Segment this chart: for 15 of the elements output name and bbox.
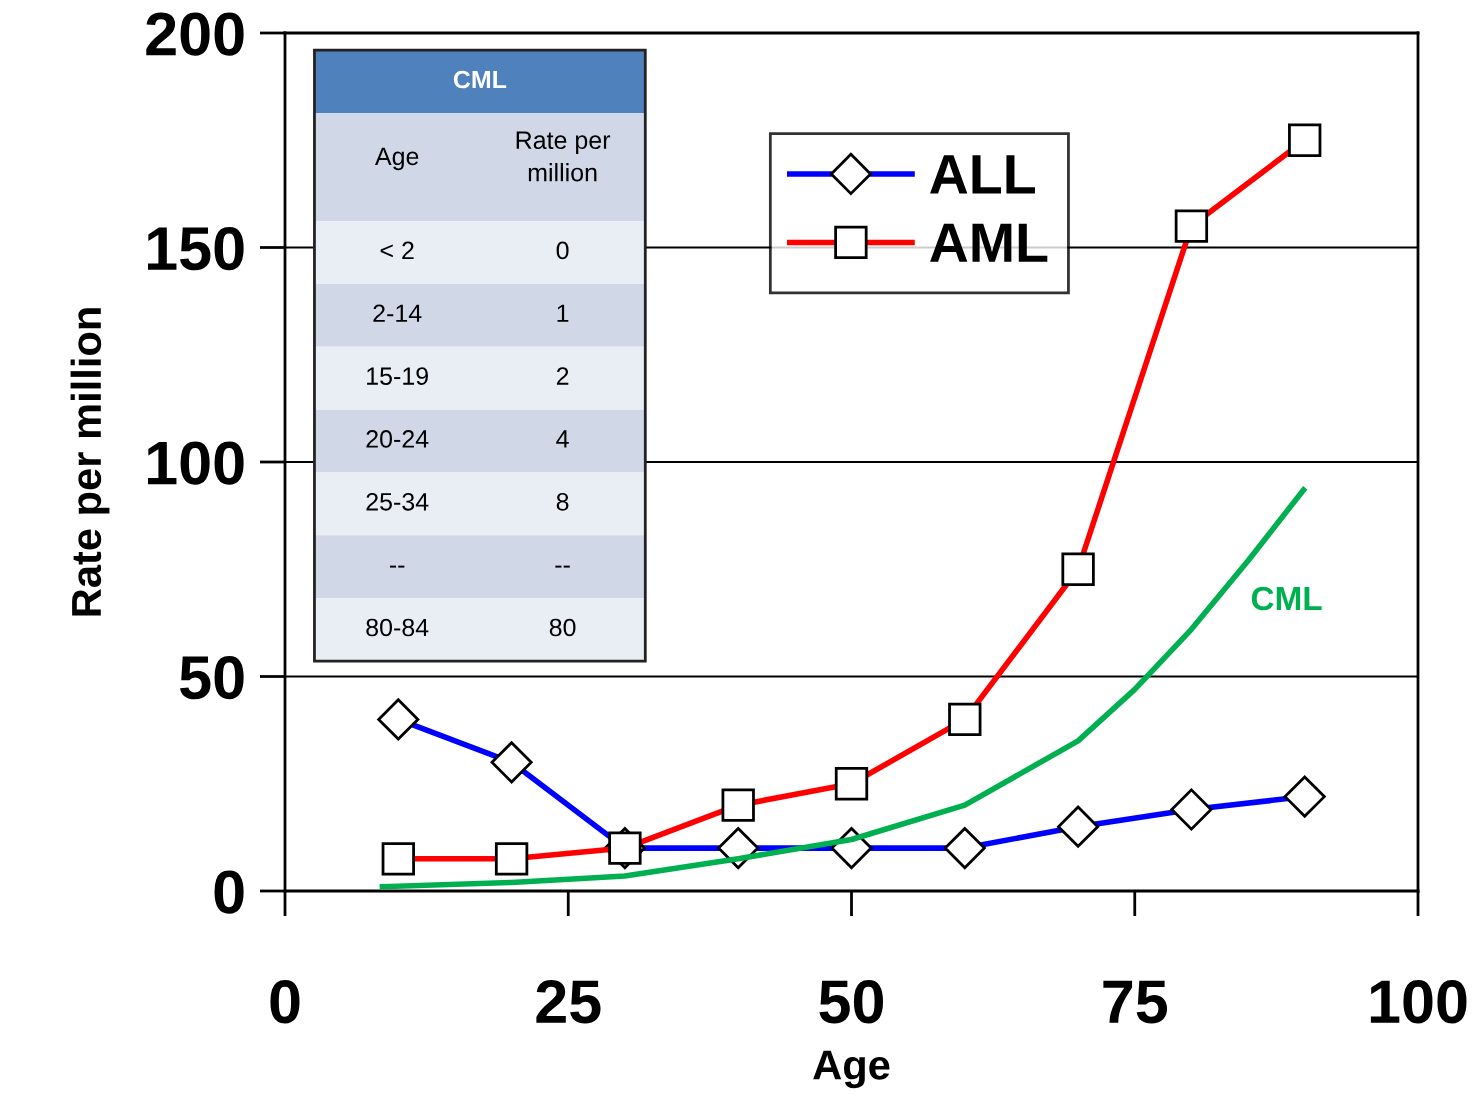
x-tick-label: 0 <box>270 980 300 1024</box>
legend-label: ALL <box>930 155 1035 194</box>
y-tick-label: 150 <box>148 226 244 271</box>
y-axis-title: Rate per million <box>70 308 110 616</box>
y-tick-label: 100 <box>148 441 244 485</box>
y-tick-label: 200 <box>146 12 244 56</box>
x-tick-label: 25 <box>536 980 601 1024</box>
x-tick-label: 100 <box>1370 980 1467 1024</box>
x-tick-label: 75 <box>1103 980 1168 1024</box>
x-axis-title: Age <box>813 1050 890 1089</box>
legend-label: AML <box>930 223 1048 262</box>
x-tick-label: 50 <box>819 980 883 1024</box>
y-tick-label: 0 <box>214 870 244 914</box>
series-label: CML <box>1251 586 1322 611</box>
y-tick-label: 50 <box>180 655 244 700</box>
